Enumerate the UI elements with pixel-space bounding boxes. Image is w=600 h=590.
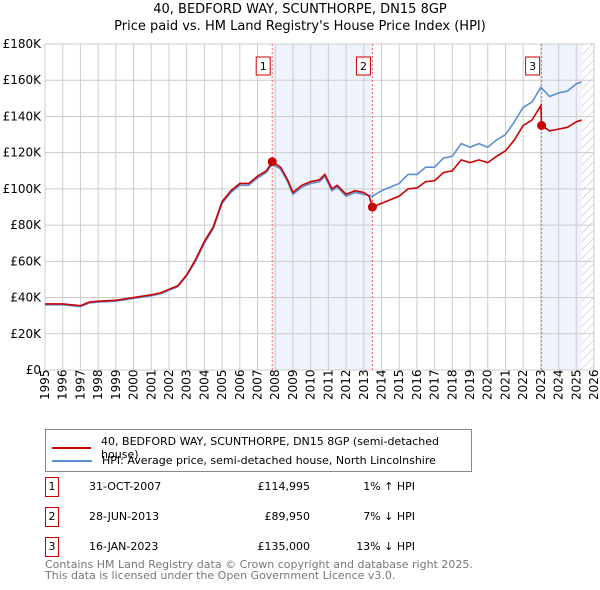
transaction-hpi-diff: 7% ↓ HPI <box>363 510 415 523</box>
x-tick-label: 2015 <box>392 369 406 400</box>
x-tick-label: 2019 <box>463 369 477 400</box>
x-tick-label: 2020 <box>481 369 495 400</box>
transaction-date: 16-JAN-2023 <box>89 540 159 553</box>
marker-label-box <box>355 56 371 76</box>
sale-point <box>537 121 547 130</box>
marker-label: 1 <box>260 60 267 73</box>
shaded-period <box>541 44 582 370</box>
x-tick-label: 2016 <box>410 369 424 400</box>
transaction-number: 2 <box>45 507 59 527</box>
line-chart: £0 £20K £40K £60K £80K £100K £120K £140K £160K £1… <box>3 37 600 400</box>
transaction-date: 31-OCT-2007 <box>89 480 162 493</box>
x-tick-label: 2014 <box>374 369 388 400</box>
legend-swatch <box>52 447 92 449</box>
y-tick-label: £80K <box>10 218 42 232</box>
x-tick-label: 2008 <box>268 369 282 400</box>
transaction-number: 3 <box>45 537 59 557</box>
transaction-price: £135,000 <box>257 540 311 553</box>
x-tick-label: 2005 <box>215 369 229 400</box>
y-tick-label: £180K <box>3 37 43 51</box>
transaction-row: 2 28-JUN-2013 £89,950 7% ↓ HPI <box>45 507 445 527</box>
x-tick-label: 2007 <box>251 369 265 400</box>
x-tick-label: 1998 <box>91 369 105 400</box>
marker-label-box <box>255 56 271 76</box>
transaction-date: 28-JUN-2013 <box>89 510 160 523</box>
x-tick-label: 2017 <box>428 369 442 400</box>
x-tick-label: 1995 <box>38 369 52 400</box>
y-tick-label: £20K <box>10 327 42 341</box>
x-tick-label: 2013 <box>357 369 371 400</box>
marker-label: 3 <box>529 60 536 73</box>
x-tick-label: 1996 <box>56 369 70 400</box>
x-tick-label: 2000 <box>127 369 141 400</box>
legend-label: HPI: Average price, semi-detached house,… <box>102 454 436 467</box>
marker-label-box <box>525 56 541 76</box>
y-tick-label: £140K <box>3 109 43 123</box>
transaction-price: £89,950 <box>264 510 311 523</box>
series-line-property <box>45 102 582 307</box>
y-tick-label: £0 <box>26 363 41 377</box>
transaction-price: £114,995 <box>257 480 311 493</box>
plot-border <box>44 43 595 371</box>
x-tick-label: 2025 <box>569 369 583 400</box>
chart-title: 40, BEDFORD WAY, SCUNTHORPE, DN15 8GP <box>153 2 447 17</box>
x-tick-label: 2011 <box>321 369 335 400</box>
y-tick-label: £100K <box>3 182 43 196</box>
footer-line: This data is licensed under the Open Gov… <box>45 569 396 582</box>
x-tick-label: 1997 <box>73 369 87 400</box>
x-tick-label: 2021 <box>498 369 512 400</box>
x-tick-label: 2022 <box>516 369 530 400</box>
x-tick-label: 2012 <box>339 369 353 400</box>
x-tick-label: 2009 <box>286 369 300 400</box>
x-tick-label: 2026 <box>587 369 600 400</box>
footer: Contains HM Land Registry data © Crown c… <box>45 559 473 581</box>
legend-item-hpi: HPI: Average price, semi-detached house,… <box>52 454 436 467</box>
chart-subtitle: Price paid vs. HM Land Registry's House … <box>114 19 486 34</box>
transaction-row: 3 16-JAN-2023 £135,000 13% ↓ HPI <box>45 537 445 557</box>
x-tick-label: 2006 <box>233 369 247 400</box>
x-tick-label: 2010 <box>304 369 318 400</box>
footer-line: Contains HM Land Registry data © Crown c… <box>45 558 473 571</box>
y-tick-label: £60K <box>10 254 42 268</box>
marker-label: 2 <box>360 60 367 73</box>
y-tick-label: £160K <box>3 73 43 87</box>
series-line-hpi <box>45 81 582 308</box>
x-tick-label: 2003 <box>180 369 194 400</box>
sale-point <box>267 157 277 167</box>
x-tick-label: 2004 <box>197 369 211 400</box>
transaction-number: 1 <box>45 477 59 497</box>
shaded-period <box>272 44 373 370</box>
legend-swatch <box>52 459 92 462</box>
sale-point <box>367 202 377 212</box>
y-tick-label: £40K <box>10 291 42 305</box>
legend: 40, BEDFORD WAY, SCUNTHORPE, DN15 8GP (s… <box>45 429 472 472</box>
legend-item-property: 40, BEDFORD WAY, SCUNTHORPE, DN15 8GP (s… <box>52 435 471 461</box>
x-tick-label: 1999 <box>109 369 123 400</box>
x-tick-label: 2018 <box>445 369 459 400</box>
y-tick-label: £120K <box>3 146 43 160</box>
forecast-hatch <box>581 44 594 370</box>
x-tick-label: 2023 <box>534 369 548 400</box>
x-tick-label: 2001 <box>144 369 158 400</box>
x-tick-label: 2002 <box>162 369 176 400</box>
x-tick-label: 2024 <box>552 369 566 400</box>
transaction-row: 1 31-OCT-2007 £114,995 1% ↑ HPI <box>45 477 445 497</box>
legend-label: 40, BEDFORD WAY, SCUNTHORPE, DN15 8GP (s… <box>101 435 440 461</box>
transaction-hpi-diff: 13% ↓ HPI <box>356 540 415 553</box>
transaction-hpi-diff: 1% ↑ HPI <box>363 480 415 493</box>
